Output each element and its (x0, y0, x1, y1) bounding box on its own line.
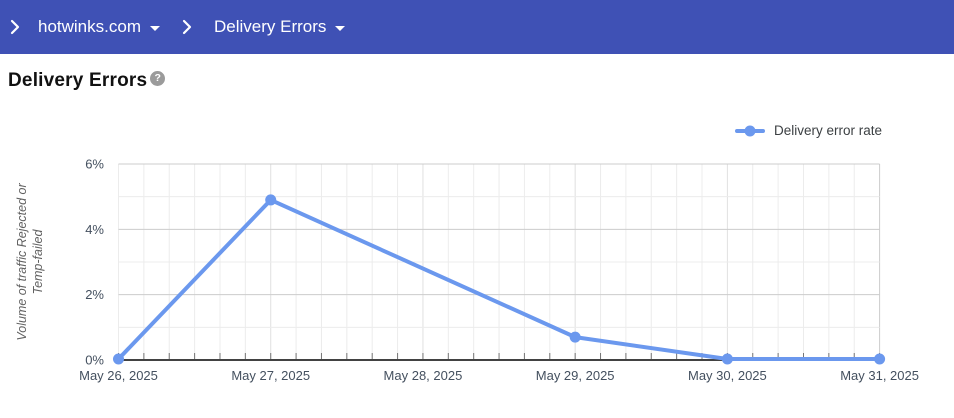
breadcrumb-domain-dropdown[interactable]: hotwinks.com (38, 17, 160, 37)
data-point[interactable] (569, 331, 581, 343)
y-tick-label: 0% (85, 353, 104, 368)
legend-label: Delivery error rate (774, 123, 883, 138)
page-title: Delivery Errors (8, 70, 148, 91)
y-axis-labels: 0% 2% 4% 6% (85, 157, 104, 368)
x-tick-label: May 28, 2025 (384, 368, 463, 383)
legend-dot-icon (744, 125, 756, 136)
y-axis-title: Volume of traffic Rejected or (15, 183, 29, 341)
y-axis-title: Temp-failed (31, 229, 45, 295)
chart-legend: Delivery error rate (735, 123, 882, 138)
caret-down-icon (335, 25, 346, 31)
help-icon[interactable]: ? (150, 71, 166, 86)
breadcrumb-report-dropdown[interactable]: Delivery Errors (213, 17, 346, 37)
x-tick-label: May 30, 2025 (688, 368, 767, 383)
data-point[interactable] (874, 353, 886, 365)
y-tick-label: 4% (85, 222, 104, 237)
data-point[interactable] (265, 194, 277, 206)
x-tick-label: May 31, 2025 (840, 368, 919, 383)
horizontal-gridlines (118, 163, 880, 328)
delivery-errors-chart[interactable]: May 26, 2025 May 27, 2025 May 28, 2025 May … (0, 150, 954, 410)
top-navigation-bar: hotwinks.com Delivery Errors (0, 0, 954, 54)
x-axis-labels: May 26, 2025 May 27, 2025 May 28, 2025 May … (79, 368, 919, 383)
x-tick-label: May 26, 2025 (79, 368, 158, 383)
x-tick-label: May 27, 2025 (231, 368, 310, 383)
breadcrumb-chevron-icon (182, 19, 192, 35)
breadcrumb-report-label: Delivery Errors (213, 17, 327, 36)
data-point[interactable] (113, 353, 124, 365)
y-tick-label: 2% (85, 287, 104, 302)
caret-down-icon (149, 25, 160, 31)
data-points (113, 194, 886, 365)
page-title-row: Delivery Errors ? (8, 70, 166, 92)
chart-svg[interactable]: May 26, 2025 May 27, 2025 May 28, 2025 May … (0, 150, 954, 410)
data-point[interactable] (721, 353, 733, 365)
x-tick-label: May 29, 2025 (536, 368, 615, 383)
breadcrumb-domain-label: hotwinks.com (38, 17, 141, 36)
legend-line-swatch (735, 125, 765, 136)
breadcrumb-chevron-icon (10, 19, 20, 35)
y-tick-label: 6% (85, 157, 104, 172)
